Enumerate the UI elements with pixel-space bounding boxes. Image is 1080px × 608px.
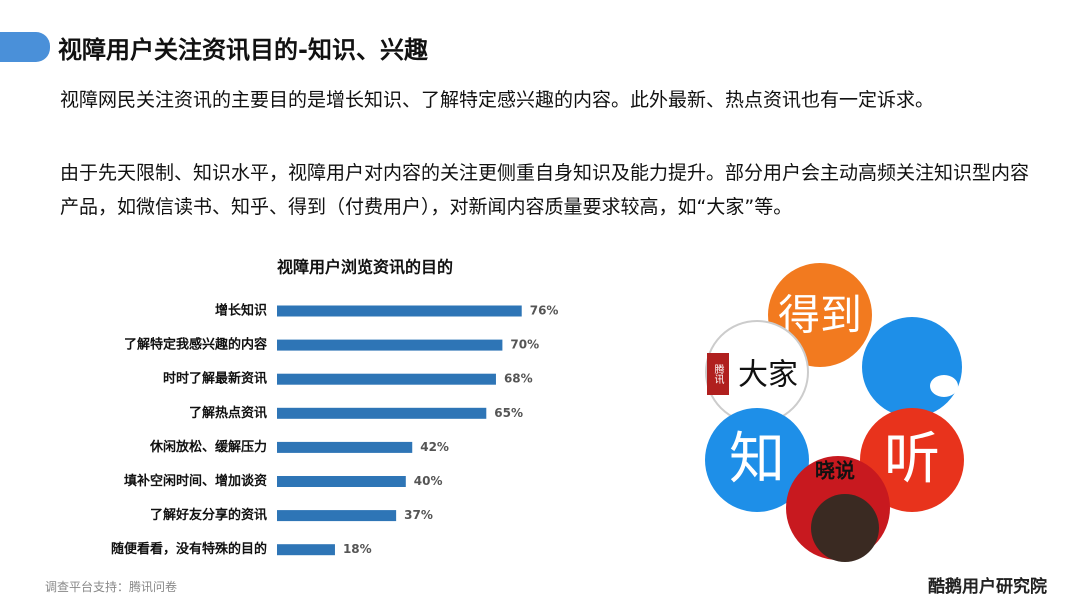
bar-chart: 增长知识 76% 了解特定我感兴趣的内容 70% 时时了解最新资讯 68% 了解热点资讯 65… — [111, 303, 558, 558]
paragraph: 由于先天限制、知识水平，视障用户对内容的关注更侧重自身知识及能力提升。部分用户会… — [60, 162, 1030, 218]
category-label: 时时了解最新资讯 — [163, 371, 267, 387]
chart-title: 视障用户浏览资讯的目的 — [277, 258, 453, 277]
logo-text: 得到 — [778, 291, 862, 340]
bar — [277, 476, 406, 487]
value-label: 68% — [504, 372, 533, 386]
logos: 得到 腾讯 大家 知 听 晓说 — [705, 263, 964, 562]
logo-badge — [707, 353, 729, 395]
category-label: 填补空闲时间、增加谈资 — [124, 473, 267, 489]
category-label: 了解特定我感兴趣的内容 — [124, 337, 267, 353]
value-label: 70% — [510, 338, 539, 352]
logo-face — [811, 494, 879, 562]
category-label: 增长知识 — [215, 303, 267, 319]
paragraph: 视障网民关注资讯的主要目的是增长知识、了解特定感兴趣的内容。此外最新、热点资讯也… — [60, 89, 935, 111]
logo-circle — [860, 408, 964, 512]
page-title: 视障用户关注资讯目的-知识、兴趣 — [58, 36, 428, 64]
logo-text: 大家 — [738, 358, 798, 393]
logo-text: 听 — [884, 427, 940, 492]
brand: 酷鹅用户研究院 — [928, 577, 1047, 597]
value-label: 65% — [494, 406, 523, 420]
bar — [277, 544, 335, 556]
value-label: 40% — [414, 474, 443, 488]
bar — [277, 441, 413, 453]
logo-circle — [862, 317, 962, 417]
logo-circle — [705, 408, 809, 512]
category-label: 了解好友分享的资讯 — [150, 507, 267, 523]
bar — [277, 305, 522, 317]
title-tab — [0, 32, 50, 62]
chat-icon — [930, 375, 958, 397]
value-label: 42% — [420, 440, 449, 454]
category-label: 随便看看，没有特殊的目的 — [111, 541, 267, 557]
bar — [277, 339, 503, 351]
value-label: 76% — [530, 304, 559, 318]
logo-text: 知 — [729, 427, 785, 492]
bar — [277, 373, 496, 385]
value-label: 37% — [404, 508, 433, 522]
value-label: 18% — [343, 542, 372, 556]
bar — [277, 407, 487, 419]
source-note: 调查平台支持：腾讯问卷 — [45, 580, 178, 594]
category-label: 休闲放松、缓解压力 — [149, 439, 267, 455]
logo-text: 腾讯 — [712, 363, 724, 385]
category-label: 了解热点资讯 — [189, 405, 267, 421]
logo-text: 晓说 — [815, 459, 855, 483]
bar — [277, 510, 397, 522]
